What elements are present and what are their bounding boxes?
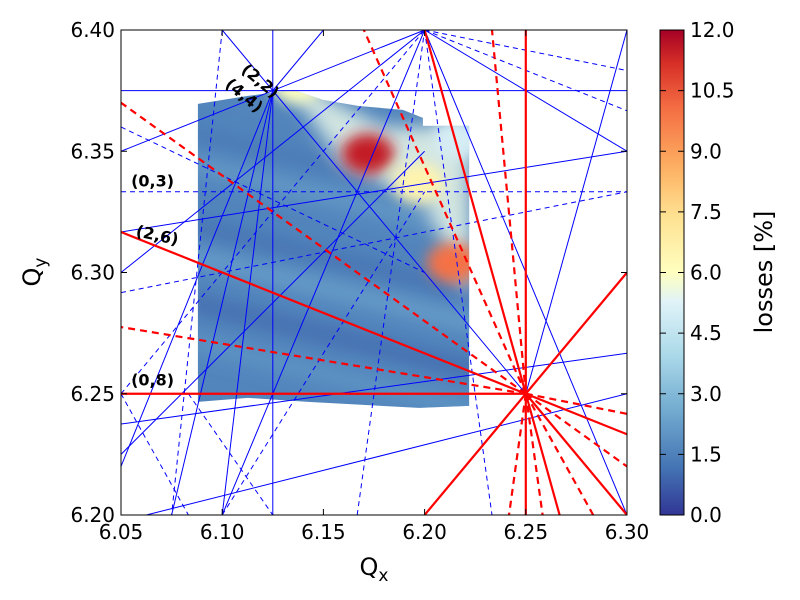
red-dashed-line	[525, 392, 627, 415]
y-tick-label: 6.35	[70, 139, 115, 163]
blue-solid-line	[121, 352, 627, 425]
red-dashed-line	[121, 325, 526, 395]
blue-solid-line	[171, 90, 274, 515]
x-tick-label: 6.15	[301, 520, 346, 544]
red-solid-line	[524, 271, 627, 395]
red-dashed-line	[525, 392, 627, 468]
colorbar-tick-label: 1.5	[690, 442, 722, 466]
resonance-lines	[121, 30, 627, 515]
y-axis-label: Qy	[18, 258, 51, 287]
blue-solid-line	[121, 90, 274, 467]
blue-solid-line	[221, 90, 274, 515]
colorbar-tick-label: 6.0	[690, 261, 722, 285]
colorbar-tick-label: 9.0	[690, 139, 722, 163]
red-solid-line	[423, 30, 527, 395]
blue-solid-line	[272, 30, 324, 91]
blue-dashed-line	[121, 191, 627, 294]
colorbar-tick-label: 10.5	[690, 79, 735, 103]
y-tick-label: 6.40	[70, 18, 115, 42]
red-dashed-line	[362, 30, 527, 395]
heatmap-hotspot	[341, 133, 394, 174]
heatmap-hotspot	[392, 162, 445, 203]
colorbar-tick-label: 4.5	[690, 321, 722, 345]
red-dashed-line	[507, 393, 527, 515]
blue-solid-line	[121, 150, 627, 233]
red-solid-line	[524, 393, 627, 515]
colorbar-tick-label: 3.0	[690, 382, 722, 406]
blue-solid-line	[272, 90, 527, 395]
colorbar-tick-label: 0.0	[690, 503, 722, 527]
blue-dashed-line	[356, 30, 426, 515]
blue-solid-line	[121, 30, 425, 273]
red-solid-line	[525, 392, 627, 436]
red-solid-line	[121, 230, 527, 395]
x-axis-ticks: 6.05 6.10 6.15 6.20 6.25 6.30	[99, 30, 650, 544]
blue-solid-line	[121, 150, 425, 455]
blue-dashed-line	[221, 191, 426, 515]
blue-dashed-line	[424, 30, 493, 515]
blue-dashed-line	[171, 30, 223, 515]
heatmap-hotspot	[433, 119, 470, 160]
blue-solid-line	[146, 393, 627, 515]
colorbar-ticks: 0.0 1.5 3.0 4.5 6.0 7.5 9.0 10.5 12.0	[660, 18, 735, 527]
red-solid-line	[524, 393, 561, 515]
blue-solid-line	[221, 30, 274, 91]
x-axis-label: Qx	[360, 553, 389, 586]
colorbar-tick-label: 12.0	[690, 18, 735, 42]
resonance-annotation: (0,3)	[131, 171, 174, 190]
y-tick-label: 6.25	[70, 382, 115, 406]
x-tick-label: 6.05	[99, 520, 144, 544]
colorbar-tick-label: 7.5	[690, 200, 722, 224]
blue-dashed-line	[121, 126, 425, 273]
y-tick-label: 6.30	[70, 261, 115, 285]
red-dashed-line	[524, 393, 544, 515]
blue-dashed-line	[187, 393, 274, 515]
y-axis-ticks: 6.20 6.25 6.30 6.35 6.40	[70, 18, 627, 527]
red-solid-line	[423, 393, 527, 515]
heatmap-hotspot	[426, 242, 470, 283]
x-tick-label: 6.25	[504, 520, 549, 544]
blue-solid-line	[525, 30, 627, 394]
red-dashed-line	[490, 30, 527, 394]
blue-solid-line	[221, 30, 426, 515]
x-tick-label: 6.20	[402, 520, 447, 544]
colorbar-label: losses [%]	[750, 211, 778, 334]
x-tick-label: 6.10	[200, 520, 245, 544]
x-tick-label: 6.30	[605, 520, 650, 544]
resonance-annotation: (0,8)	[131, 370, 174, 389]
y-tick-label: 6.20	[70, 503, 115, 527]
